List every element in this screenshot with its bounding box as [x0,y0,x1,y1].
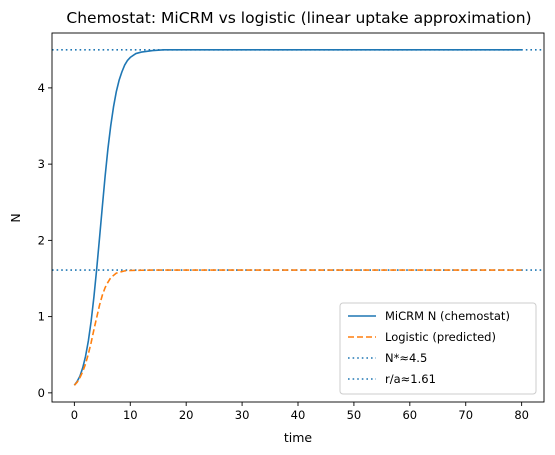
legend-label: Logistic (predicted) [385,330,496,344]
legend: MiCRM N (chemostat) Logistic (predicted) N… [339,302,537,395]
y-axis-ticks: 0 1 2 3 4 [38,81,52,400]
y-axis-label: N [8,213,23,222]
legend-label: MiCRM N (chemostat) [385,309,510,323]
y-tick-label: 1 [38,310,45,324]
x-tick-label: 60 [402,408,417,422]
x-tick-label: 10 [123,408,138,422]
x-tick-label: 0 [71,408,78,422]
x-tick-label: 20 [179,408,194,422]
chart-title: Chemostat: MiCRM vs logistic (linear upt… [66,9,531,27]
y-tick-label: 2 [38,233,45,247]
legend-label: N*≈4.5 [385,351,427,365]
x-axis-ticks: 0 10 20 30 40 50 60 70 80 [71,402,529,422]
x-axis-label: time [284,430,313,445]
series-line-0 [73,48,522,386]
legend-label: r/a≈1.61 [385,372,436,386]
y-tick-label: 3 [38,157,45,171]
x-tick-label: 30 [235,408,250,422]
x-tick-label: 80 [514,408,529,422]
legend-box [339,302,537,395]
x-tick-label: 50 [347,408,362,422]
x-tick-label: 40 [291,408,306,422]
series-lines [73,48,522,386]
y-tick-label: 4 [38,81,45,95]
y-tick-label: 0 [38,386,45,400]
x-tick-label: 70 [458,408,473,422]
series-line-1 [73,269,522,386]
